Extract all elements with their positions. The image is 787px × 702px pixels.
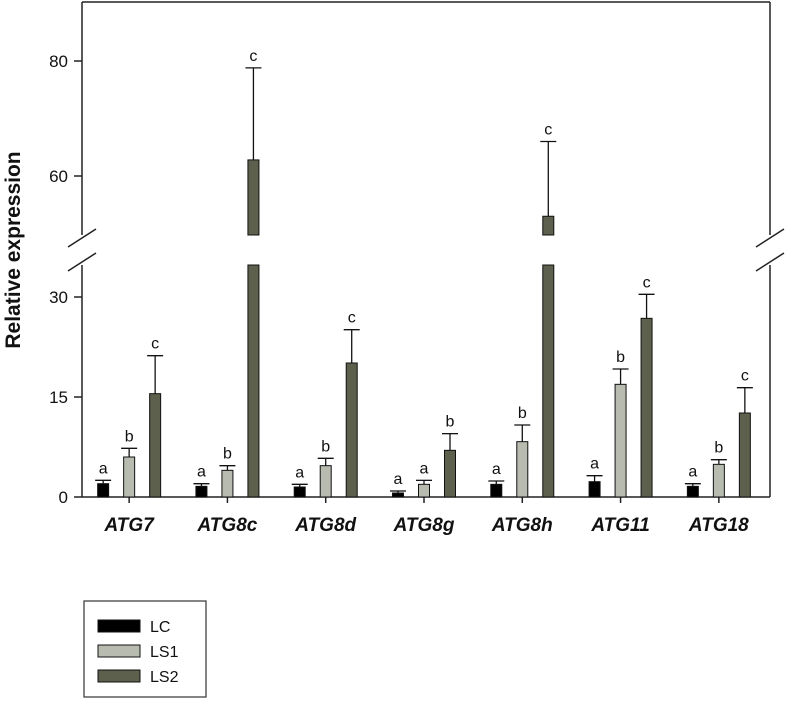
- significance-letter: c: [348, 310, 356, 327]
- axis-break-mark: [755, 252, 785, 272]
- x-tick-label: ATG7: [104, 515, 156, 536]
- bar-ls1: [516, 441, 529, 498]
- bar-lc: [588, 481, 601, 498]
- legend-swatch-ls1: [97, 644, 141, 658]
- y-tick-label: 60: [49, 167, 68, 186]
- bar-lc: [97, 483, 110, 498]
- significance-letter: b: [714, 440, 723, 457]
- legend-swatch-ls2: [97, 669, 141, 683]
- significance-letter: c: [249, 48, 257, 65]
- bar-ls1: [221, 469, 234, 498]
- significance-letter: c: [544, 122, 552, 139]
- bar-ls1: [614, 383, 627, 498]
- bar-ls2: [640, 317, 653, 498]
- significance-letter: a: [295, 464, 304, 481]
- bar-ls1: [319, 465, 332, 498]
- significance-letter: a: [394, 471, 403, 488]
- significance-letter: c: [643, 274, 651, 291]
- bar-ls1: [712, 463, 725, 498]
- significance-letter: b: [616, 349, 625, 366]
- bar-lc: [293, 486, 306, 498]
- significance-letter: b: [223, 446, 232, 463]
- bar-lc: [490, 483, 503, 498]
- axis-break-mark: [67, 252, 97, 272]
- y-tick-label: 30: [49, 288, 68, 307]
- bar-ls2-upper: [542, 215, 555, 236]
- x-tick-label: ATG11: [590, 515, 649, 536]
- significance-letter: a: [590, 456, 599, 473]
- significance-letter: c: [741, 368, 749, 385]
- significance-letter: b: [446, 414, 455, 431]
- x-tick-label: ATG8c: [197, 515, 258, 536]
- significance-letter: b: [518, 405, 527, 422]
- legend-label-lc: LC: [150, 619, 170, 636]
- bar-ls2: [247, 264, 260, 498]
- y-tick-label: 15: [49, 388, 68, 407]
- bar-ls2: [738, 412, 751, 498]
- significance-letter: c: [151, 336, 159, 353]
- significance-letter: a: [688, 464, 697, 481]
- bar-lc: [686, 485, 699, 498]
- significance-letter: a: [99, 460, 108, 477]
- axis-break-mark: [755, 228, 785, 248]
- legend-label-ls1: LS1: [150, 644, 179, 661]
- bar-ls2-upper: [247, 159, 260, 236]
- bar-lc: [392, 492, 404, 498]
- x-tick-label: ATG8h: [491, 515, 553, 536]
- significance-letter: a: [420, 460, 429, 477]
- bar-ls2: [444, 449, 456, 498]
- bar-ls2: [542, 264, 555, 498]
- axis-break-mark: [67, 228, 97, 248]
- bar-ls2: [345, 362, 358, 498]
- x-tick-label: ATG8g: [393, 515, 455, 536]
- significance-letter: b: [125, 428, 134, 445]
- bar-ls1: [418, 483, 430, 498]
- significance-letter: a: [492, 461, 501, 478]
- y-tick-label: 0: [59, 488, 68, 507]
- significance-letter: b: [321, 438, 330, 455]
- legend-label-ls2: LS2: [150, 669, 179, 686]
- bar-lc: [195, 485, 208, 498]
- legend-swatch-lc: [97, 619, 141, 633]
- bar-ls1: [123, 456, 136, 498]
- x-tick-label: ATG18: [688, 515, 749, 536]
- x-tick-label: ATG8d: [294, 515, 356, 536]
- y-tick-label: 80: [49, 52, 68, 71]
- bar-ls2: [149, 393, 162, 498]
- y-axis-label: Relative expression: [2, 151, 25, 348]
- significance-letter: a: [197, 464, 206, 481]
